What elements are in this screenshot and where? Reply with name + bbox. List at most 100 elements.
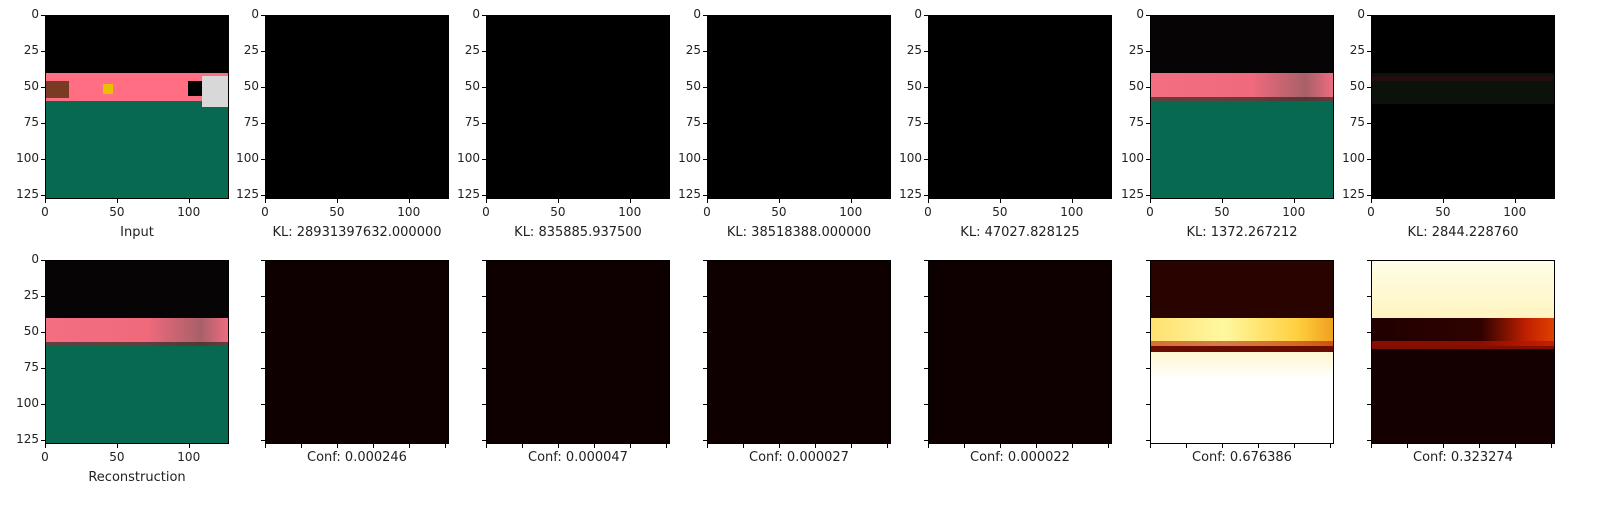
x-tick	[188, 199, 190, 203]
x-tick-label: 100	[1060, 205, 1084, 219]
y-tick-label: 100	[678, 150, 701, 165]
y-tick	[41, 439, 45, 441]
y-tick	[482, 367, 486, 369]
y-tick	[1146, 158, 1150, 160]
x-tick	[999, 444, 1001, 448]
y-tick	[1367, 15, 1371, 16]
panel-caption-bottom: Reconstruction	[88, 470, 186, 485]
y-tick	[1146, 122, 1150, 124]
y-tick	[41, 50, 45, 52]
y-tick-label: 25	[1349, 42, 1365, 57]
y-tick	[703, 295, 707, 297]
y-tick	[482, 15, 486, 16]
image-panel	[928, 260, 1112, 444]
y-tick-label: 50	[464, 78, 480, 93]
y-tick	[41, 194, 45, 196]
x-tick	[557, 444, 559, 448]
y-tick-label: 0	[1136, 7, 1144, 21]
y-tick	[1367, 50, 1371, 52]
x-tick-label: 50	[550, 205, 566, 219]
y-tick-label: 100	[16, 150, 39, 165]
y-tick	[924, 158, 928, 160]
y-tick-label: 0	[472, 7, 480, 21]
y-tick	[703, 331, 707, 333]
y-tick-label: 25	[906, 42, 922, 57]
x-tick	[707, 199, 708, 203]
x-tick	[629, 444, 631, 448]
y-tick-label: 100	[16, 395, 39, 410]
y-tick	[482, 194, 486, 196]
y-tick	[482, 331, 486, 333]
y-tick	[482, 122, 486, 124]
x-minor-tick	[1035, 444, 1037, 448]
black-object	[188, 81, 203, 96]
x-tick-label: 50	[109, 450, 125, 464]
y-tick	[924, 50, 928, 52]
y-tick-label: 125	[899, 186, 922, 201]
y-tick	[924, 122, 928, 124]
y-tick-label: 25	[685, 42, 701, 57]
x-tick-label: 0	[41, 450, 49, 464]
panel-caption-bottom: Conf: 0.000246	[307, 450, 407, 465]
x-tick	[1293, 199, 1295, 203]
y-tick-label: 75	[464, 114, 480, 129]
y-tick	[1146, 439, 1150, 441]
y-tick-label: 0	[693, 7, 701, 21]
floor-band	[46, 101, 228, 198]
x-tick-label: 100	[397, 205, 421, 219]
y-tick-label: 100	[1342, 150, 1365, 165]
x-tick	[928, 199, 929, 203]
heat-edge-band	[1372, 340, 1554, 350]
y-tick-label: 25	[464, 42, 480, 57]
y-tick-label: 125	[236, 186, 259, 201]
x-tick	[336, 199, 338, 203]
image-panel	[265, 15, 449, 199]
y-tick	[1367, 86, 1371, 88]
x-minor-tick	[1550, 444, 1552, 448]
y-tick	[924, 86, 928, 88]
y-tick-label: 100	[457, 150, 480, 165]
y-tick	[482, 439, 486, 441]
white-object	[202, 75, 228, 107]
image-panel	[1371, 260, 1555, 444]
y-tick-label: 0	[251, 7, 259, 21]
y-tick	[261, 260, 265, 261]
box-object	[46, 81, 69, 99]
x-tick	[1371, 444, 1372, 448]
x-tick-label: 0	[1367, 205, 1375, 219]
image-panel	[1150, 15, 1334, 199]
x-tick	[486, 199, 487, 203]
panel-caption-top: KL: 28931397632.000000	[272, 225, 442, 240]
y-tick-label: 125	[1121, 186, 1144, 201]
x-tick	[1071, 199, 1073, 203]
x-tick	[1150, 199, 1151, 203]
x-tick-label: 0	[1146, 205, 1154, 219]
x-tick	[850, 199, 852, 203]
y-tick	[41, 158, 45, 160]
y-tick	[1367, 367, 1371, 369]
x-tick	[188, 444, 190, 448]
y-tick	[924, 295, 928, 297]
y-tick	[924, 15, 928, 16]
x-tick-label: 100	[839, 205, 863, 219]
shadow-band	[1151, 97, 1333, 105]
y-tick	[482, 158, 486, 160]
x-tick-label: 0	[924, 205, 932, 219]
y-tick-label: 0	[31, 252, 39, 266]
y-tick-label: 50	[685, 78, 701, 93]
floor-band	[1151, 101, 1333, 198]
y-tick	[924, 439, 928, 441]
y-tick-label: 125	[678, 186, 701, 201]
y-tick	[703, 403, 707, 405]
x-minor-tick	[300, 444, 302, 448]
x-tick	[1371, 199, 1372, 203]
y-tick-label: 50	[1349, 78, 1365, 93]
y-tick-label: 0	[31, 7, 39, 21]
y-tick	[41, 331, 45, 333]
y-tick	[261, 158, 265, 160]
y-tick	[703, 15, 707, 16]
y-tick	[261, 403, 265, 405]
y-tick	[1146, 260, 1150, 261]
y-tick	[924, 194, 928, 196]
y-tick	[482, 295, 486, 297]
